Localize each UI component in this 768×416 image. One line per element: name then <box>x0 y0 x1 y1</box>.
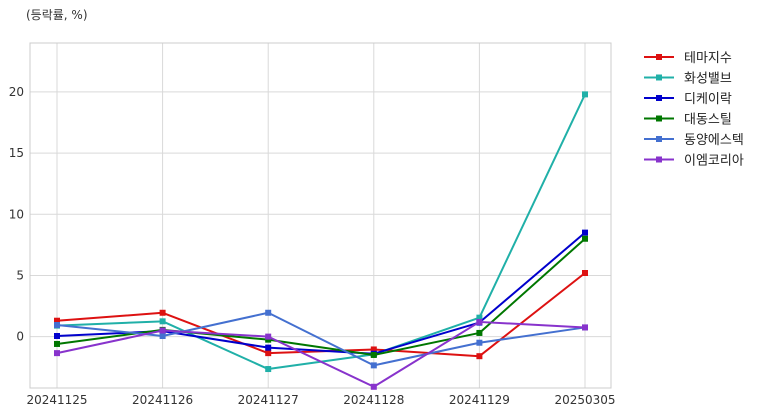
data-point <box>476 353 483 360</box>
axes: 20241125 20241126 20241127 20241128 20241129… <box>9 85 616 407</box>
legend-entry: 디케이락 <box>644 92 732 107</box>
legend-marker <box>656 136 662 142</box>
series-테마지수 <box>54 270 588 360</box>
legend-marker <box>656 74 662 81</box>
legend-marker <box>656 95 662 101</box>
data-point <box>370 346 377 353</box>
plot-frame <box>29 42 612 389</box>
x-tick-label: 20241129 <box>449 393 510 407</box>
data-point <box>265 333 272 340</box>
data-point <box>54 340 60 347</box>
data-point <box>582 229 588 236</box>
y-tick-label: 0 <box>16 330 24 344</box>
x-tick-label: 20241126 <box>132 393 193 407</box>
legend-label: 이엠코리아 <box>684 154 744 169</box>
legend-marker <box>656 156 662 163</box>
legend-label: 대동스틸 <box>684 113 732 128</box>
data-point <box>159 333 166 340</box>
legend-label: 화성밸브 <box>684 72 732 87</box>
legend-marker <box>656 115 662 122</box>
data-point <box>582 235 588 242</box>
data-point <box>476 318 483 325</box>
legend-label: 테마지수 <box>684 51 732 66</box>
data-point <box>476 339 483 346</box>
data-point <box>370 362 377 369</box>
legend-entry: 이엠코리아 <box>644 154 744 169</box>
legend-label: 동양에스텍 <box>684 133 744 148</box>
series-line <box>56 237 586 356</box>
y-tick-label: 10 <box>9 207 24 221</box>
data-point <box>476 329 483 336</box>
data-point <box>159 309 166 316</box>
data-point <box>265 350 272 357</box>
data-point <box>476 314 483 321</box>
legend-entry: 동양에스텍 <box>644 133 744 148</box>
legend-entry: 대동스틸 <box>644 113 732 128</box>
series-line <box>56 320 586 388</box>
legend-label: 디케이락 <box>684 92 732 107</box>
legend-entry: 테마지수 <box>644 51 732 66</box>
legend-entry: 화성밸브 <box>644 72 732 87</box>
data-point <box>54 333 60 340</box>
unit-label: (등락률, %) <box>26 8 88 22</box>
y-tick-label: 20 <box>9 85 24 99</box>
series-화성밸브 <box>54 91 588 373</box>
data-point <box>265 336 272 343</box>
data-point <box>54 317 60 324</box>
series-이엠코리아 <box>54 318 588 390</box>
data-point <box>159 327 166 334</box>
data-point <box>159 318 166 325</box>
data-point <box>265 366 272 373</box>
series-line <box>56 93 586 371</box>
data-point <box>370 351 377 358</box>
x-tick-label: 20250305 <box>554 393 615 407</box>
data-point <box>54 321 60 328</box>
series-line <box>56 272 586 358</box>
data-point <box>54 350 60 357</box>
x-tick-label: 20241128 <box>343 393 404 407</box>
series-line <box>56 311 586 367</box>
legend-marker <box>656 54 662 60</box>
grid <box>30 43 611 388</box>
series-group <box>54 91 588 390</box>
series-동양에스텍 <box>54 309 588 369</box>
y-tick-label: 5 <box>16 268 24 282</box>
x-tick-label: 20241125 <box>26 393 87 407</box>
data-point <box>582 324 588 331</box>
data-point <box>265 344 272 351</box>
data-point <box>582 270 588 276</box>
y-tick-label: 15 <box>9 146 24 160</box>
data-point <box>582 91 588 98</box>
data-point <box>265 309 272 316</box>
x-tick-label: 20241127 <box>238 393 299 407</box>
data-point <box>370 383 377 390</box>
